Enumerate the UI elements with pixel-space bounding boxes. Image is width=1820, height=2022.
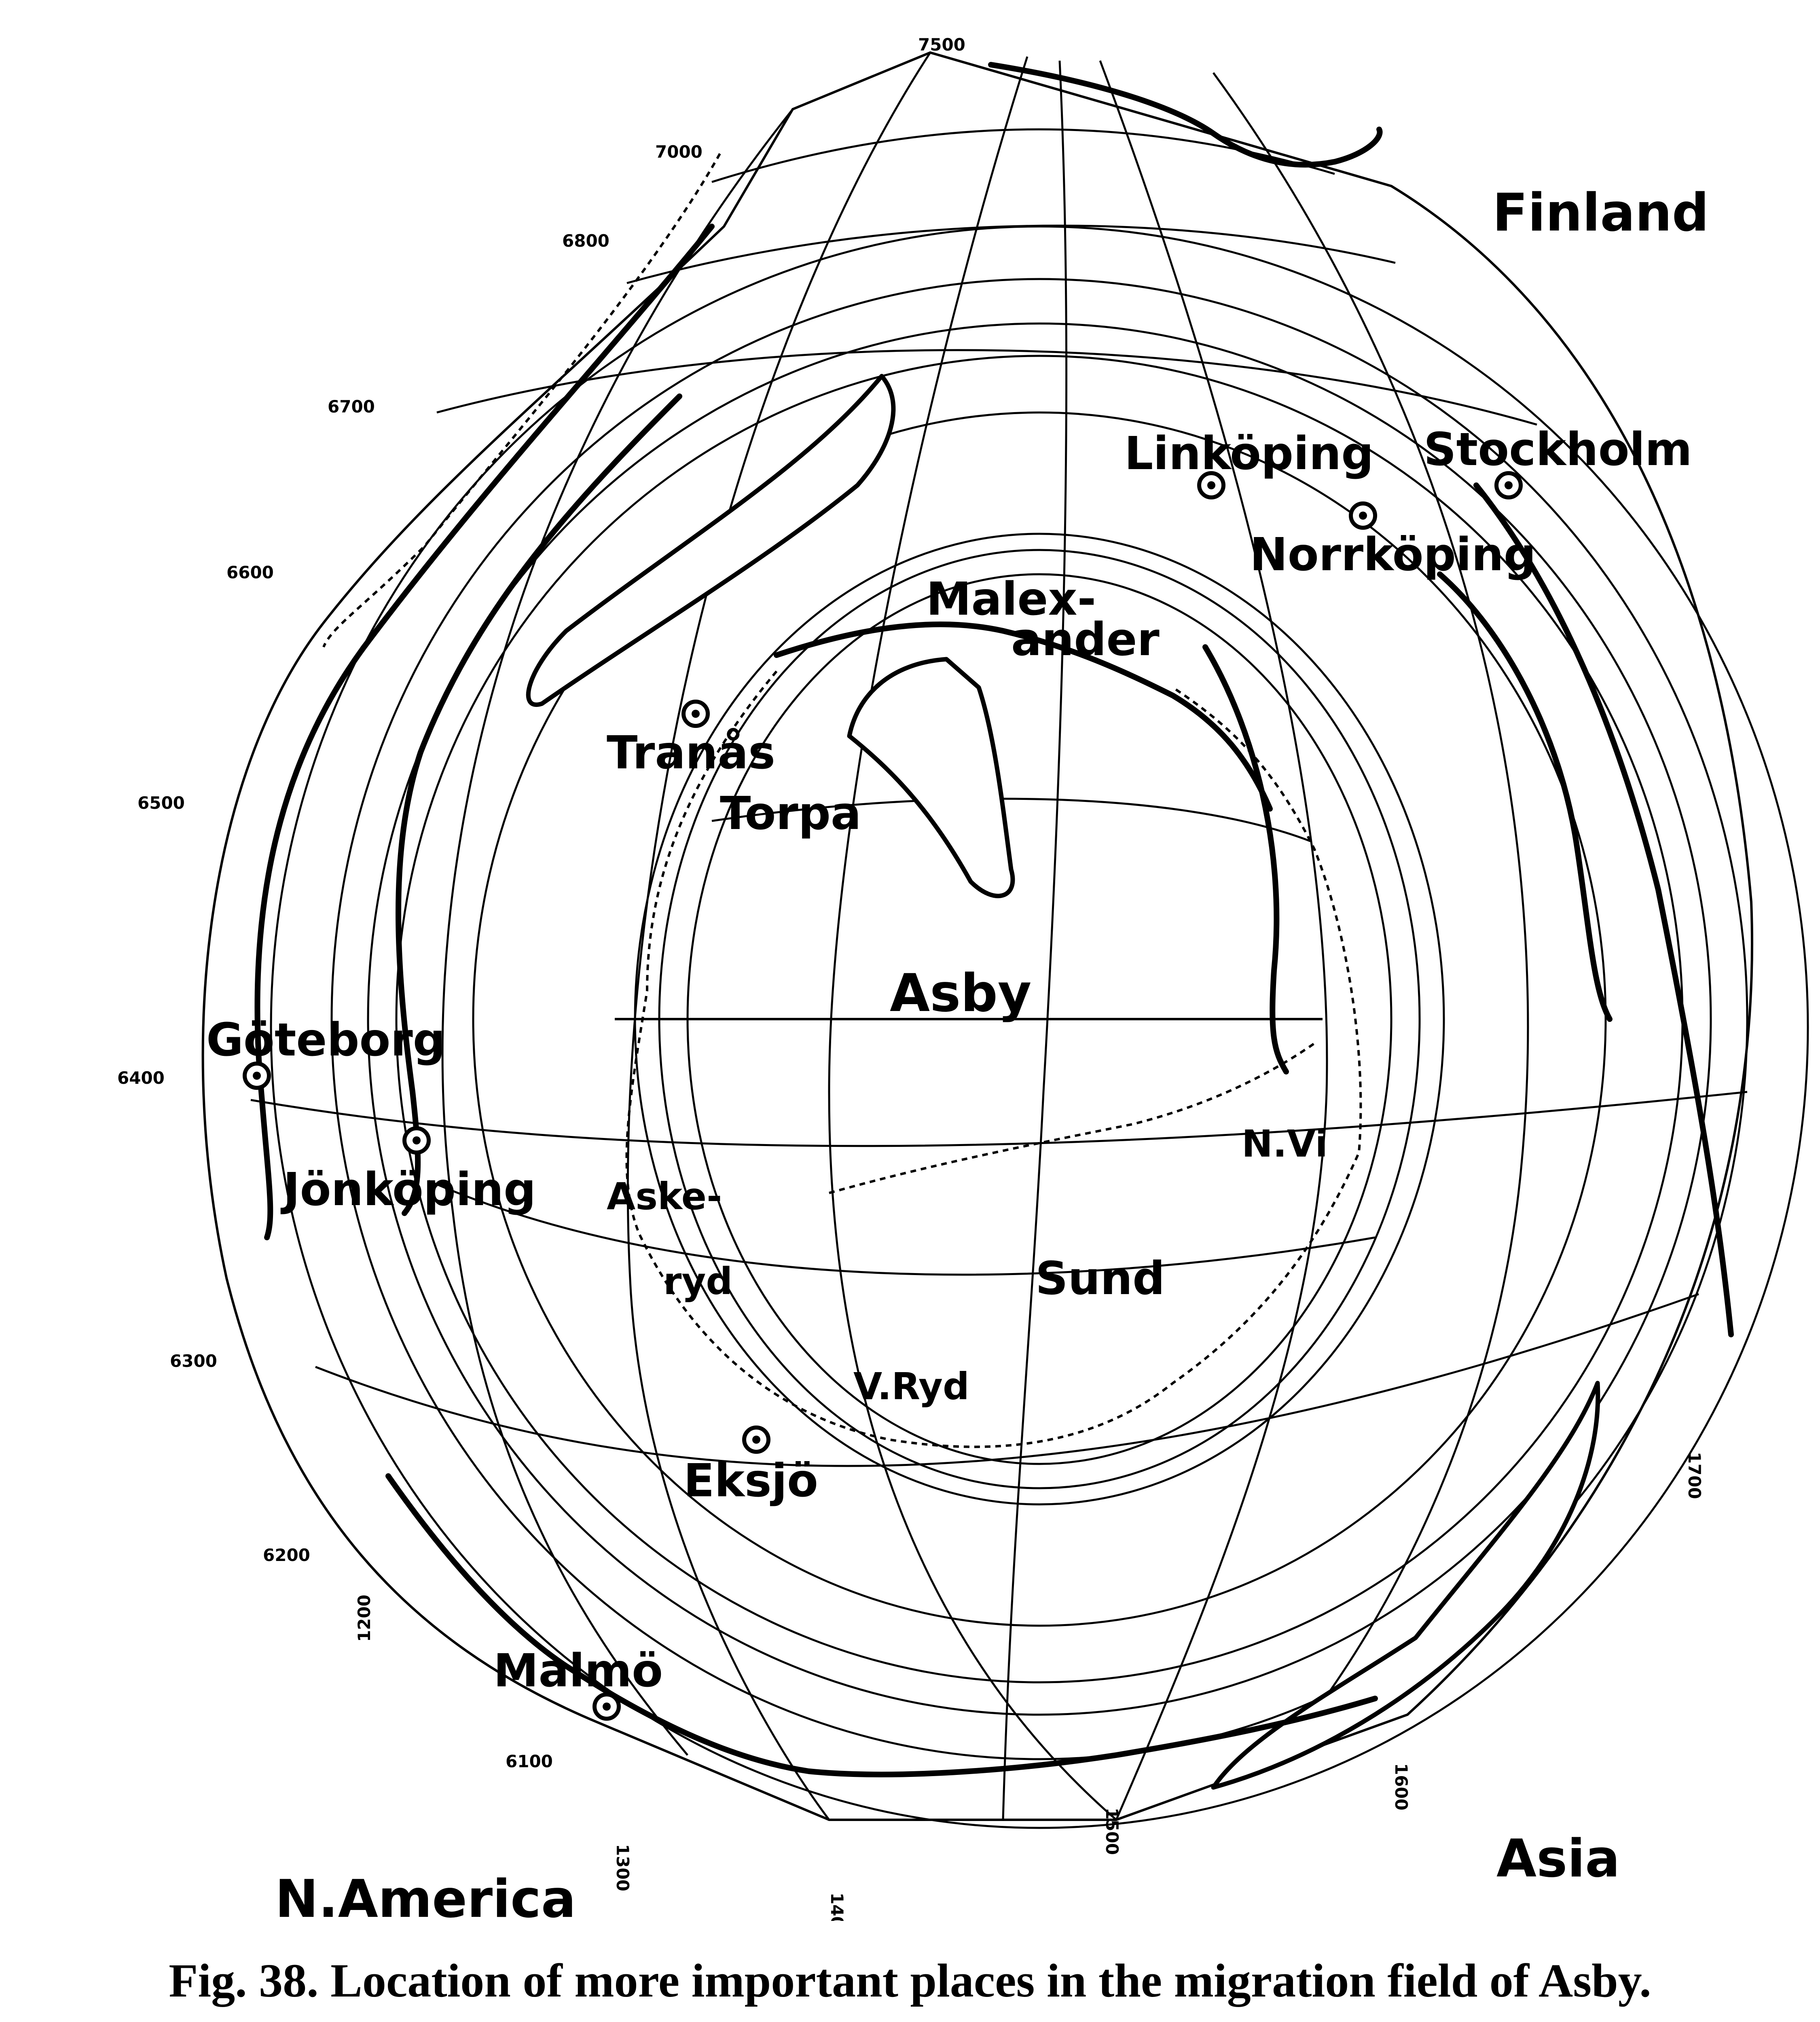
lat-curve-6500 [711,797,1311,842]
label-torpa: Torpa [720,787,861,840]
coastline-east-inner [1202,644,1289,1074]
label-tranas: Tranås [607,727,775,779]
tick-7500: 7500 [918,35,965,55]
meridian-4 [1099,60,1328,1820]
lake-vattern-inner [847,657,1015,899]
label-malexander-2: ander [1011,613,1160,666]
tick-6600: 6600 [226,563,274,582]
label-linkoping: Linköping [1124,427,1373,480]
tick-7000: 7000 [655,142,703,162]
tick-6400: 6400 [117,1068,165,1088]
marker-tranas [681,700,710,728]
coastline-east-mid [1437,571,1613,1022]
marker-goteborg [243,1062,271,1090]
island-east-large [1211,1381,1600,1790]
meridian-2 [828,56,1117,1821]
label-goteborg: Göteborg [206,1014,445,1066]
tick-1200: 1200 [354,1595,374,1642]
tick-6800: 6800 [562,231,609,251]
label-malmo: Malmö [493,1645,663,1697]
coastline-north [988,62,1383,168]
label-finland: Finland [1492,183,1709,243]
tick-6500: 6500 [138,793,185,813]
label-eksjo: Eksjö [684,1455,818,1507]
marker-eksjo [742,1426,770,1454]
meridian-3 [1002,60,1068,1820]
marker-norrkoping [1349,501,1377,530]
tick-6700-top: 6700 [328,397,375,417]
parish-boundary-dotted [625,670,1362,1448]
tick-1600: 1600 [1391,1763,1411,1810]
label-askeryd-1: Aske- [607,1175,722,1218]
lat-curve-6400 [250,1091,1748,1147]
logarithmic-distance-map: Finland Asia N.America Asby Linköping St… [117,35,1809,1921]
lat-curve-7000 [711,128,1335,183]
label-north-america: N.America [275,1869,576,1921]
meridian-6 [441,108,794,1756]
coastline-west-outer [254,224,715,1240]
label-stockholm: Stockholm [1424,423,1692,476]
tick-1500: 1500 [1102,1808,1122,1855]
tick-1400: 1400 [827,1893,847,1921]
label-jonkoping: Jönköping [280,1163,536,1216]
marker-jonkoping [402,1126,431,1155]
ring-7 [330,278,1748,1760]
marker-malmo [593,1692,621,1721]
label-nvi: N.Vi [1242,1122,1328,1165]
label-asby: Asby [890,963,1031,1024]
tick-1700: 1700 [1685,1452,1704,1499]
coastline-west-inner [396,393,682,1216]
meridian-5 [1212,72,1529,1740]
lat-curve-6200 [315,1293,1699,1467]
ring-4 [472,411,1607,1627]
inner-boundary-dotted [829,1042,1315,1194]
label-asia: Asia [1496,1829,1620,1889]
tick-1300: 1300 [613,1844,633,1891]
lat-curve-6300 [428,1180,1376,1276]
figure-caption: Fig. 38. Location of more important plac… [169,1954,1651,2007]
lat-curve-6800 [626,224,1396,284]
map-outer-boundary [201,51,1753,1821]
tick-6100: 6100 [506,1751,553,1771]
tick-6200: 6200 [263,1545,310,1565]
coastline-south [385,1473,1378,1777]
label-malexander-1: Malex- [926,573,1096,626]
coastline-malexander [774,621,1273,812]
lat-curve-6700 [436,349,1537,426]
label-vryd: V.Ryd [853,1365,969,1408]
label-askeryd-2: ryd [663,1260,732,1303]
label-norrkoping: Norrköping [1250,529,1536,581]
coastline-east-outer [1473,482,1734,1337]
meridian-1 [626,52,931,1821]
tick-6300: 6300 [170,1351,217,1371]
marker-linkoping [1197,471,1225,499]
label-sund: Sund [1035,1252,1165,1305]
ring-6 [367,322,1712,1716]
lake-vattern-outer [526,374,896,707]
west-coast-dotted [322,153,721,648]
marker-stockholm [1494,471,1523,499]
